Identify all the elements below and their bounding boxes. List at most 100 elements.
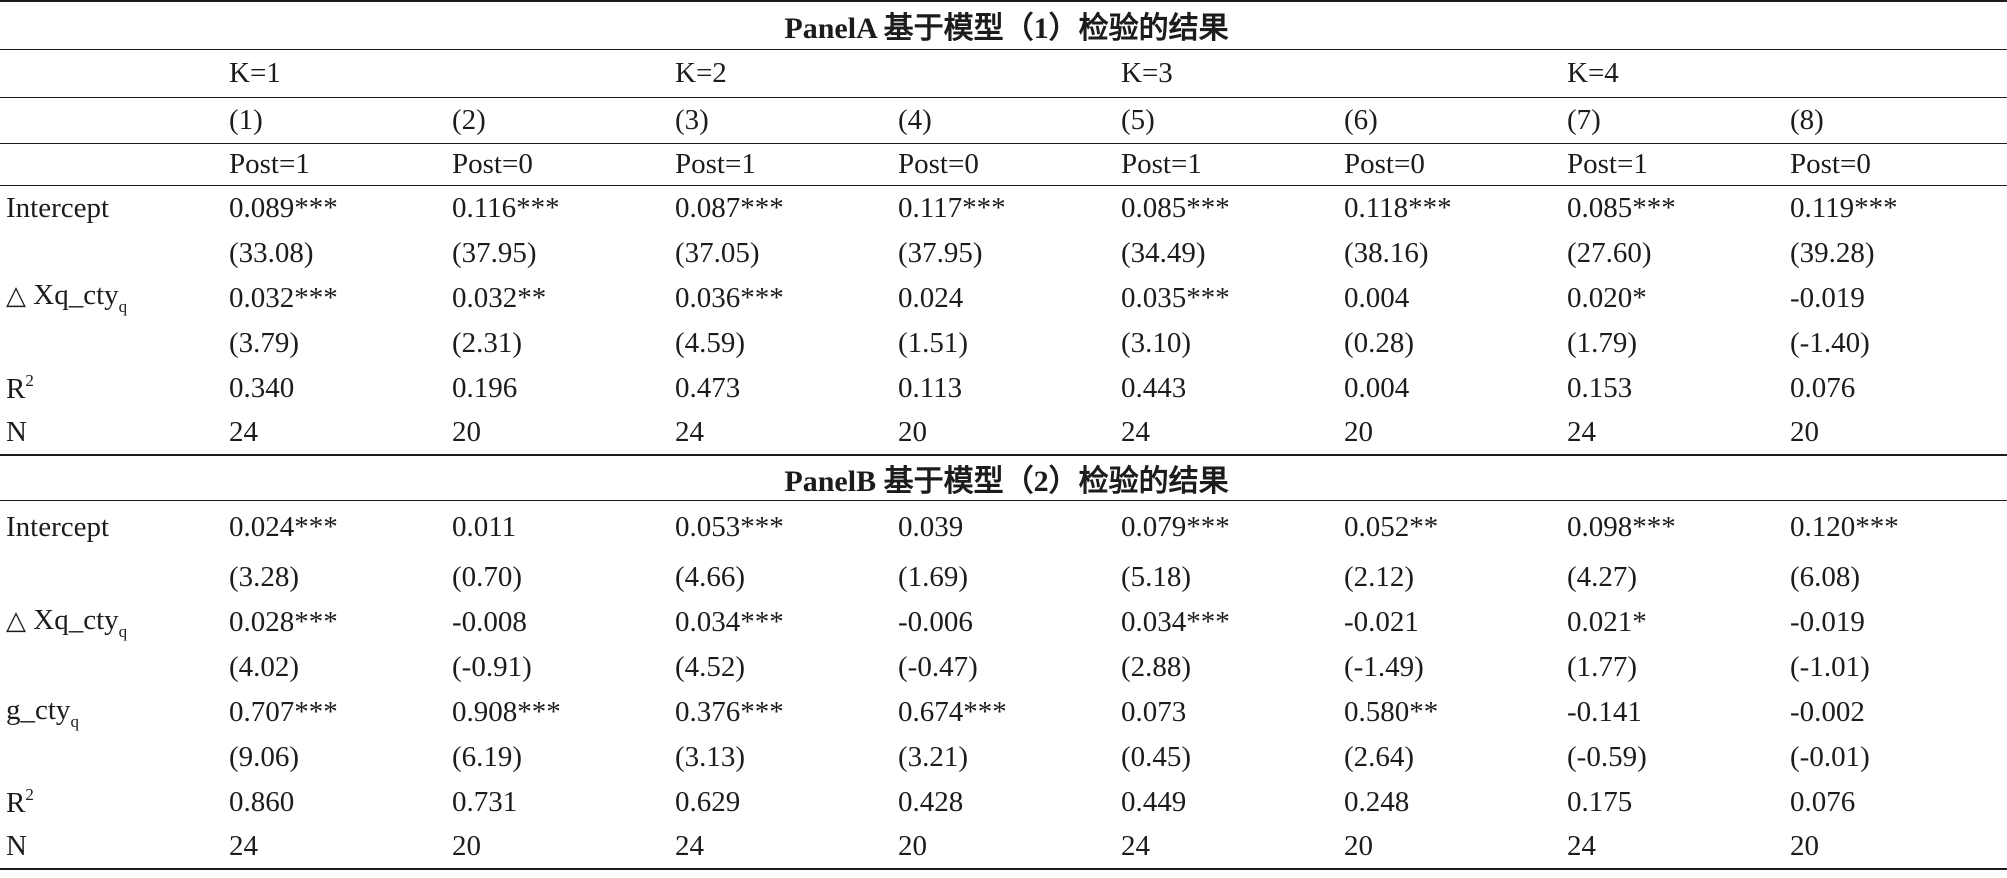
column-number: (8) <box>1784 96 2007 143</box>
panel-a-n-row: N 24 20 24 20 24 20 24 20 <box>0 411 2007 455</box>
post-label: Post=0 <box>446 142 669 185</box>
post-label: Post=1 <box>1115 142 1338 185</box>
sample-size: 20 <box>446 824 669 870</box>
coefficient: 0.021* <box>1567 606 1647 638</box>
column-number: (4) <box>892 96 1115 143</box>
coefficient: -0.006 <box>898 606 973 638</box>
t-statistic: (34.49) <box>1121 236 1206 269</box>
t-statistic: (39.28) <box>1790 236 1875 269</box>
t-statistic: (6.19) <box>452 741 523 773</box>
panel-b-intercept-row: Intercept 0.024*** 0.011 0.053*** 0.039 … <box>0 500 2007 555</box>
coefficient: 0.020* <box>1567 281 1647 314</box>
subscript: q <box>118 297 128 316</box>
coefficient: 0.036*** <box>675 281 784 314</box>
t-statistic: (-1.01) <box>1790 651 1870 683</box>
row-label: R2 <box>0 781 223 825</box>
statistic: 0.004 <box>1344 371 1410 404</box>
empty-cell <box>0 735 223 781</box>
panel-b-n-row: N 24 20 24 20 24 20 24 20 <box>0 824 2007 870</box>
t-statistic: (2.64) <box>1344 741 1415 773</box>
coefficient: 0.580** <box>1344 696 1439 728</box>
k-label: K=1 <box>223 48 669 97</box>
empty-cell <box>0 142 223 185</box>
row-label: Intercept <box>0 184 223 231</box>
coefficient: 0.039 <box>892 500 1115 555</box>
statistic: 0.428 <box>898 786 964 818</box>
t-statistic: (0.28) <box>1344 326 1415 359</box>
coefficient: 0.052** <box>1338 500 1561 555</box>
t-statistic: (5.18) <box>1121 561 1192 593</box>
coefficient: 0.053*** <box>669 500 892 555</box>
coefficient: 0.034*** <box>675 606 784 638</box>
sample-size: 20 <box>1338 824 1561 870</box>
coefficient: 0.028*** <box>229 606 338 638</box>
coefficient: -0.141 <box>1567 696 1642 728</box>
coefficient: 0.120*** <box>1784 500 2007 555</box>
t-statistic: (4.52) <box>675 651 746 683</box>
column-number: (6) <box>1338 96 1561 143</box>
coefficient: 0.908*** <box>452 696 561 728</box>
t-statistic: (4.27) <box>1567 561 1638 593</box>
column-number: (1) <box>223 96 446 143</box>
coefficient: -0.019 <box>1790 281 1865 314</box>
statistic: 0.629 <box>675 786 741 818</box>
t-statistic: (27.60) <box>1567 236 1652 269</box>
superscript: 2 <box>25 785 34 804</box>
delta-symbol: △ <box>6 605 26 636</box>
t-statistic: (38.16) <box>1344 236 1429 269</box>
t-statistic: (1.77) <box>1567 651 1638 683</box>
t-statistic: (1.51) <box>898 326 969 359</box>
statistic: 0.196 <box>452 371 518 404</box>
row-label: g_ctyq <box>0 691 223 735</box>
empty-cell <box>0 645 223 691</box>
statistic: 0.076 <box>1790 371 1856 404</box>
t-statistic: (37.95) <box>898 236 983 269</box>
column-number-row: (1) (2) (3) (4) (5) (6) (7) (8) <box>0 96 2007 143</box>
coefficient: 0.032*** <box>229 281 338 314</box>
coefficient: 0.085*** <box>1561 184 1784 231</box>
post-label: Post=1 <box>669 142 892 185</box>
coefficient: -0.008 <box>452 606 527 638</box>
sample-size: 24 <box>1115 824 1338 870</box>
k-header-row: K=1 K=2 K=3 K=4 <box>0 48 2007 97</box>
k-label: K=4 <box>1561 48 2007 97</box>
statistic: 0.113 <box>898 371 963 404</box>
statistic: 0.731 <box>452 786 518 818</box>
sample-size: 20 <box>892 824 1115 870</box>
row-label: △ Xq_ctyq <box>0 275 223 321</box>
post-label: Post=1 <box>223 142 446 185</box>
panel-b-delta-xq-row: △ Xq_ctyq 0.028*** -0.008 0.034*** -0.00… <box>0 601 2007 645</box>
sample-size: 24 <box>1567 416 1596 448</box>
coefficient: 0.707*** <box>229 696 338 728</box>
panel-a-delta-xq-t-row: (3.79) (2.31) (4.59) (1.51) (3.10) (0.28… <box>0 321 2007 365</box>
row-label: △ Xq_ctyq <box>0 601 223 645</box>
post-label: Post=1 <box>1561 142 1784 185</box>
t-statistic: (4.02) <box>229 651 300 683</box>
superscript: 2 <box>25 370 34 390</box>
t-statistic: (4.59) <box>675 326 746 359</box>
statistic: 0.153 <box>1567 371 1633 404</box>
sample-size: 24 <box>669 824 892 870</box>
coefficient: 0.024 <box>898 281 964 314</box>
coefficient: 0.032** <box>452 281 547 314</box>
row-label-text: g_cty <box>6 693 71 726</box>
statistic: 0.175 <box>1567 786 1633 818</box>
panel-b-r2-row: R2 0.860 0.731 0.629 0.428 0.449 0.248 0… <box>0 781 2007 825</box>
t-statistic: (0.70) <box>452 561 523 593</box>
panel-b-title-row: PanelB 基于模型（2）检验的结果 <box>0 454 2007 501</box>
t-statistic: (2.12) <box>1344 561 1415 593</box>
sample-size: 24 <box>1561 824 1784 870</box>
k-label: K=3 <box>1115 48 1561 97</box>
coefficient: -0.021 <box>1344 606 1419 638</box>
coefficient: 0.089*** <box>223 184 446 231</box>
coefficient: 0.011 <box>446 500 669 555</box>
coefficient: 0.024*** <box>223 500 446 555</box>
t-statistic: (4.66) <box>675 561 746 593</box>
panel-a-intercept-row: Intercept 0.089*** 0.116*** 0.087*** 0.1… <box>0 184 2007 231</box>
sample-size: 24 <box>1121 416 1150 448</box>
t-statistic: (3.21) <box>898 741 969 773</box>
sample-size: 24 <box>675 416 704 448</box>
coefficient: 0.116*** <box>446 184 669 231</box>
empty-cell <box>0 231 223 275</box>
